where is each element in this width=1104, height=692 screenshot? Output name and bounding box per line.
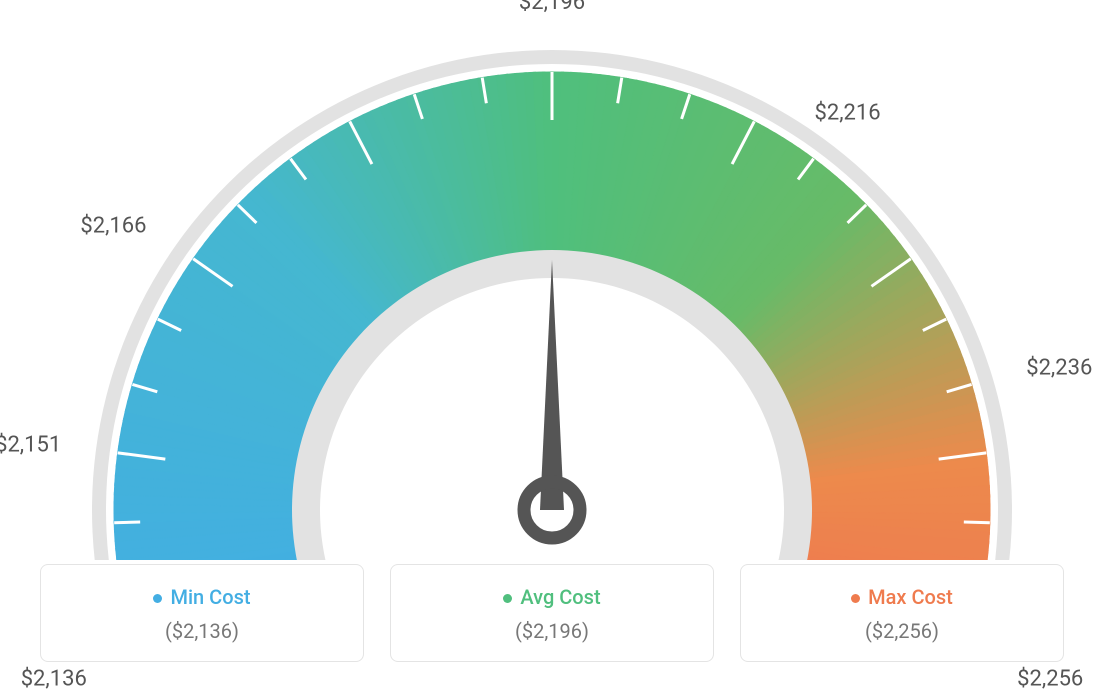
gauge-tick-label: $2,236 [1026,356,1092,381]
legend-row: Min Cost ($2,136) Avg Cost ($2,196) Max … [40,564,1064,662]
legend-card-max: Max Cost ($2,256) [740,564,1064,662]
legend-value-avg: ($2,196) [401,619,703,643]
gauge-tick-label: $2,196 [519,0,585,15]
legend-value-min: ($2,136) [51,619,353,643]
legend-title-min: Min Cost [51,585,353,609]
chart-container: $2,136 $2,151 $2,166 $2,196 $2,216 $2,236 $2,2… [0,0,1104,690]
gauge-svg [0,0,1104,560]
gauge-tick-label: $2,136 [21,667,87,692]
gauge-tick-label: $2,166 [80,214,146,239]
gauge: $2,136$2,151$2,166$2,196$2,216$2,236$2,2… [0,0,1104,560]
legend-dot-min [153,594,162,603]
legend-label-min: Min Cost [170,585,250,609]
legend-dot-avg [503,594,512,603]
legend-value-max: ($2,256) [751,619,1053,643]
legend-title-avg: Avg Cost [401,585,703,609]
legend-dot-max [851,594,860,603]
legend-label-max: Max Cost [868,585,953,609]
legend-card-avg: Avg Cost ($2,196) [390,564,714,662]
legend-label-avg: Avg Cost [520,585,600,609]
legend-title-max: Max Cost [751,585,1053,609]
gauge-tick-label: $2,216 [815,100,881,125]
legend-card-min: Min Cost ($2,136) [40,564,364,662]
gauge-tick-label: $2,256 [1017,667,1083,692]
gauge-tick-label: $2,151 [0,433,61,458]
